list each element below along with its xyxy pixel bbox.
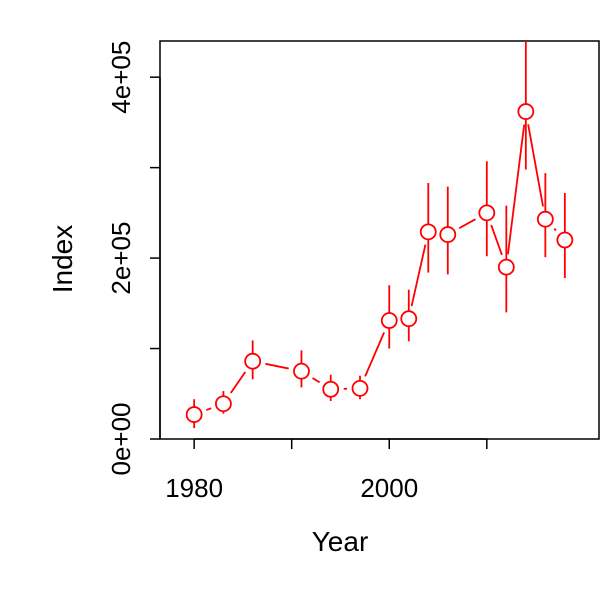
series-line-segment <box>364 332 385 377</box>
series-layer <box>185 41 574 429</box>
data-point <box>497 258 515 276</box>
data-point <box>478 204 496 222</box>
y-tick-label: 4e+05 <box>106 41 136 114</box>
x-tick-label: 2000 <box>360 473 418 503</box>
series-line-segment <box>230 371 247 394</box>
y-axis-title: Index <box>47 225 78 294</box>
data-point <box>439 226 457 243</box>
series-line-segment <box>507 124 526 255</box>
data-point <box>351 379 369 397</box>
data-point <box>380 312 398 329</box>
plot-frame <box>159 40 600 440</box>
x-tick-label: 1980 <box>165 473 223 503</box>
data-point <box>556 231 574 249</box>
series-line-segment <box>206 407 212 411</box>
series-line-segment <box>410 244 427 307</box>
data-point <box>244 352 262 370</box>
y-tick-label: 2e+05 <box>106 222 136 295</box>
data-point <box>293 362 310 380</box>
data-point <box>400 310 418 328</box>
x-axis-title: Year <box>312 526 369 557</box>
series-line-segment <box>490 224 503 256</box>
data-point <box>419 223 437 241</box>
y-axis: 0e+00 2e+05 4e+05 <box>106 41 161 476</box>
data-point <box>536 210 554 228</box>
x-axis: 1980 2000 <box>165 438 488 503</box>
series-line-segment <box>458 218 476 230</box>
data-point <box>185 406 203 423</box>
data-point <box>517 103 535 120</box>
series-line-segment <box>265 362 289 370</box>
y-tick-label: 0e+00 <box>106 402 136 475</box>
series-line-segment <box>527 124 544 207</box>
series-line-segment <box>553 228 557 232</box>
data-point <box>322 380 340 398</box>
series-line-segment <box>312 377 321 384</box>
data-point <box>215 395 232 413</box>
